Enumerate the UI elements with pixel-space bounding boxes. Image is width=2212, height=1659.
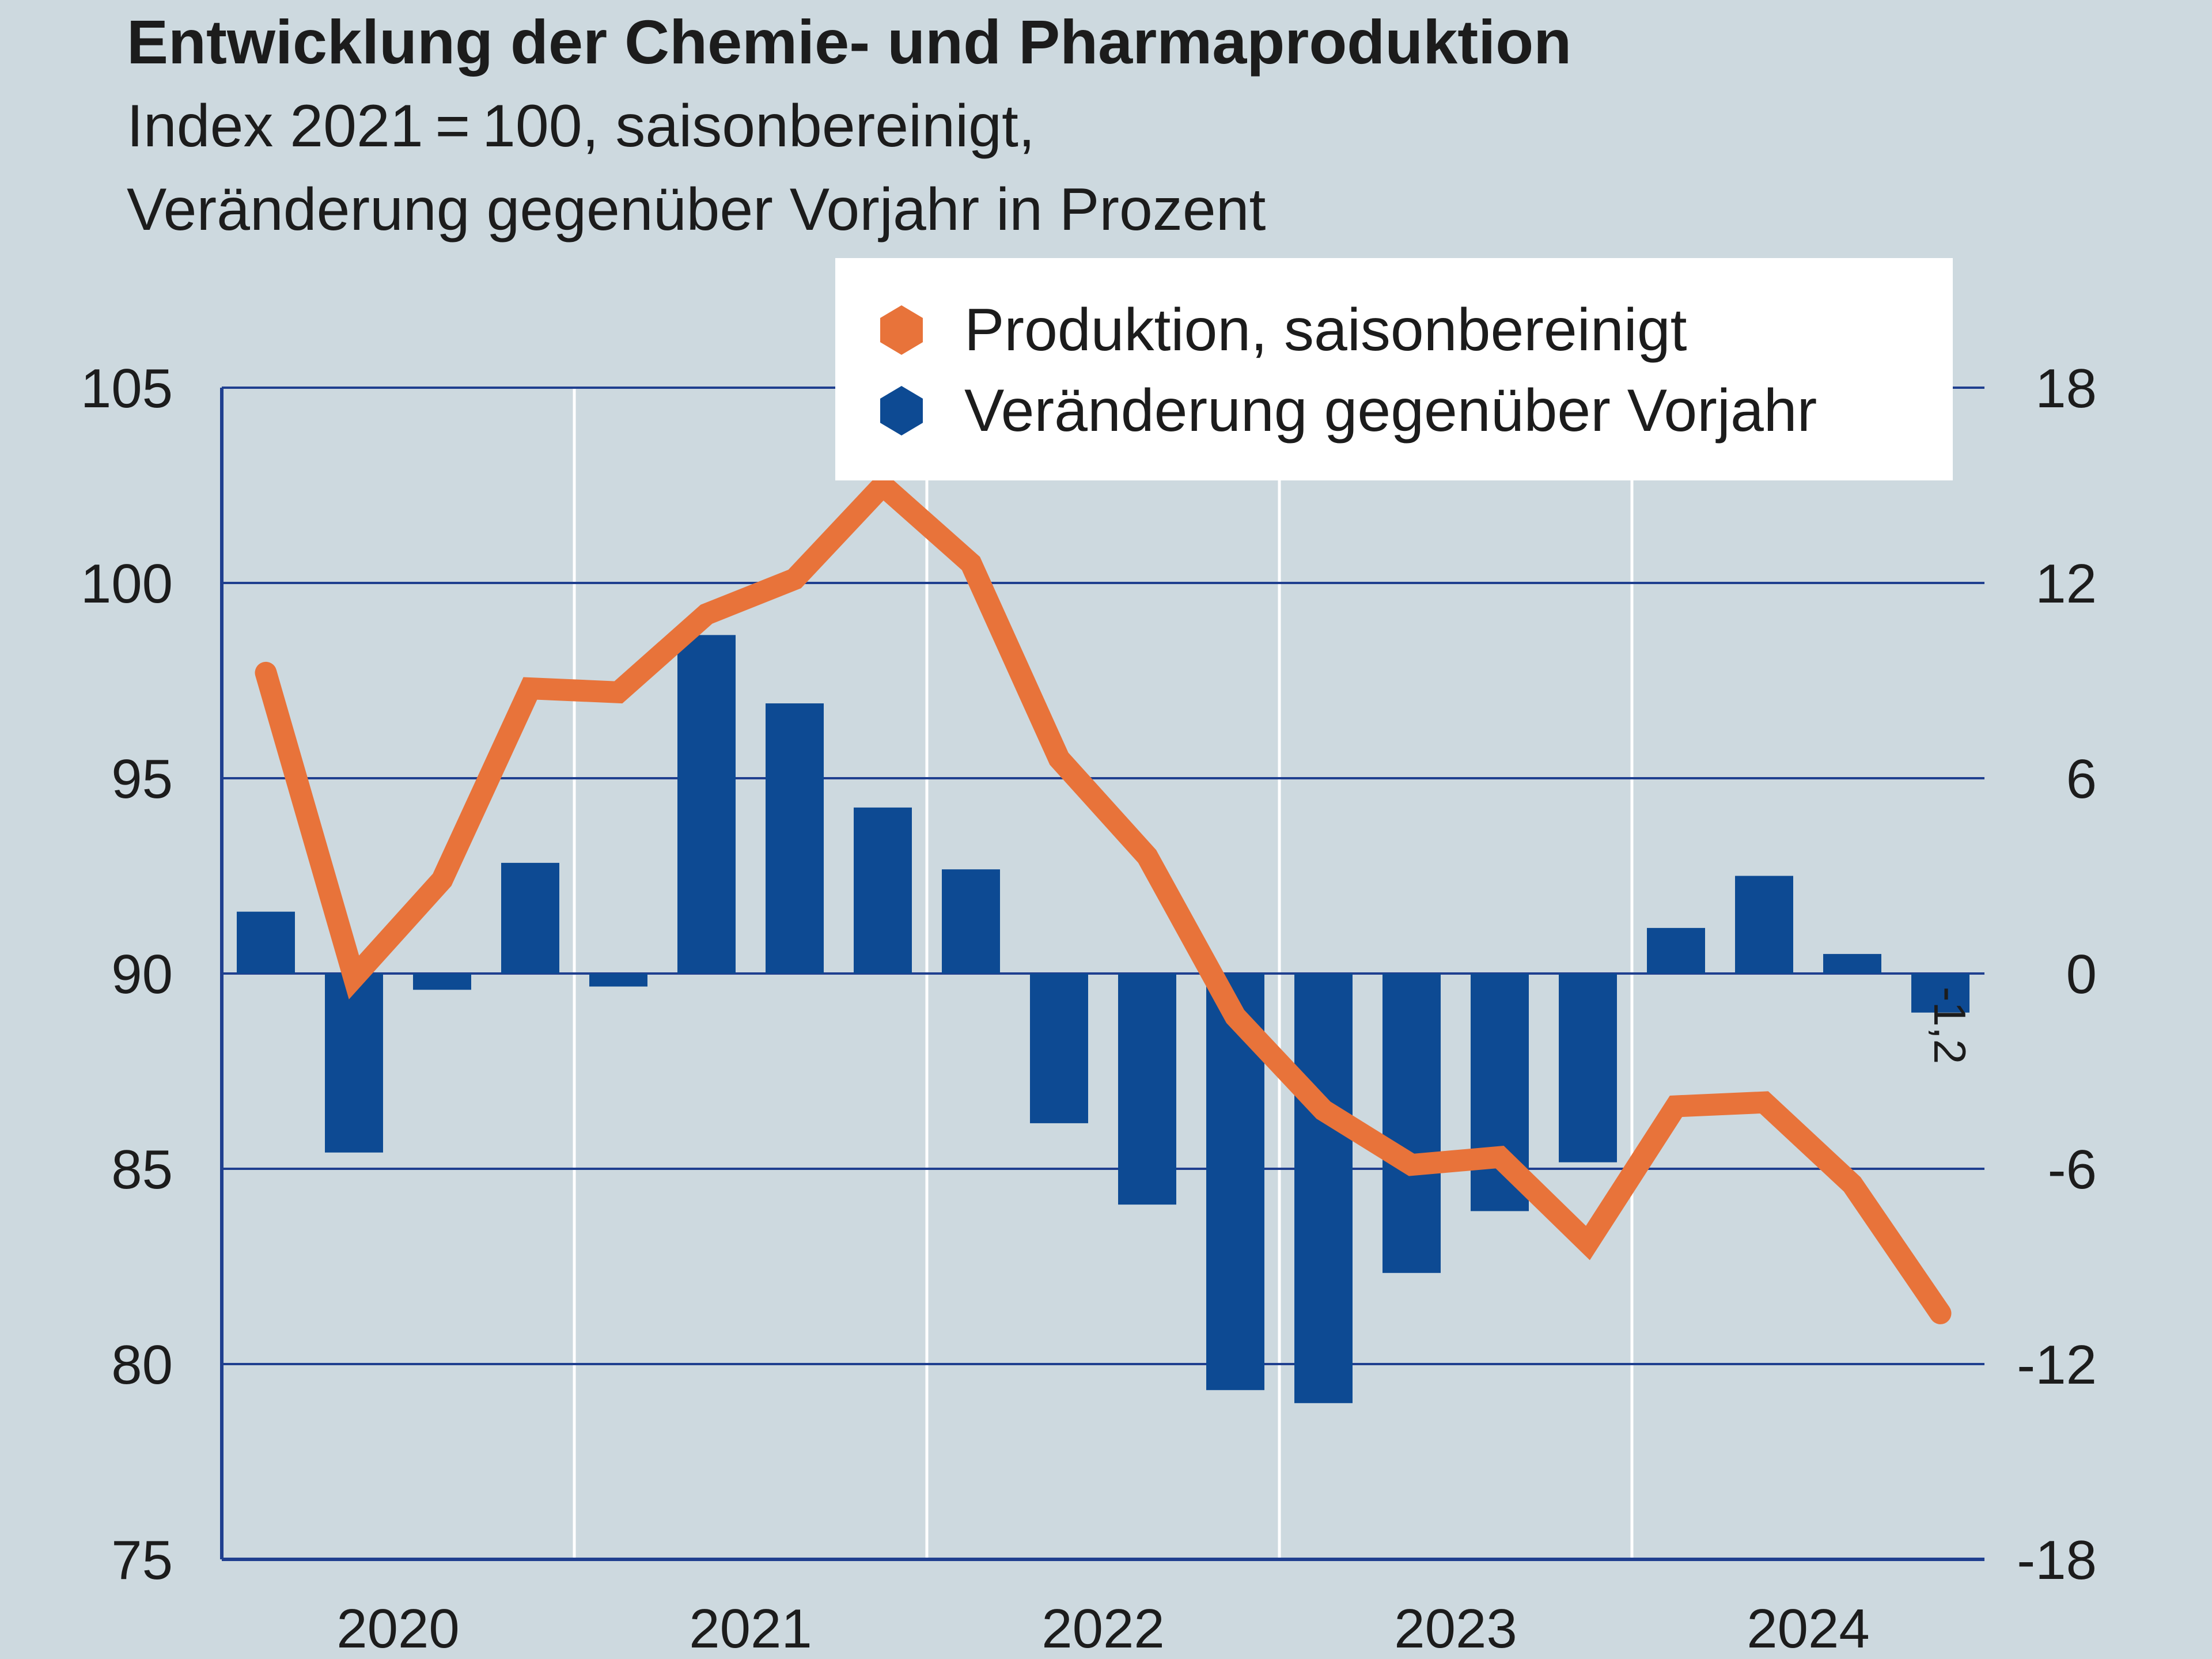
bar-value-label: -1,2 <box>1925 987 1975 1064</box>
legend-item-change: Veränderung gegenüber Vorjahr <box>876 373 1817 448</box>
y-left-tick-label: 90 <box>111 944 173 1005</box>
y-right-tick-label: 0 <box>2066 944 2097 1005</box>
bar-change <box>501 862 559 974</box>
y-right-tick-label: 18 <box>2035 358 2097 419</box>
bar-change <box>413 974 471 990</box>
bar-change <box>237 911 295 974</box>
legend-label-production: Produktion, saisonbereinigt <box>964 296 1687 363</box>
y-left-tick-label: 75 <box>111 1529 173 1591</box>
bar-change <box>942 869 1000 974</box>
bar-change <box>1294 974 1353 1403</box>
y-right-tick-label: 12 <box>2035 553 2097 615</box>
bar-change <box>1559 974 1617 1162</box>
legend-label-change: Veränderung gegenüber Vorjahr <box>964 377 1817 444</box>
y-right-tick-label: -6 <box>2048 1139 2097 1200</box>
y-right-tick-label: -12 <box>2017 1334 2097 1396</box>
hexagon-orange-icon <box>880 305 923 355</box>
bar-change <box>1382 974 1441 1273</box>
production-line <box>255 470 1952 1324</box>
y-left-tick-label: 105 <box>81 358 173 419</box>
bar-change <box>325 974 383 1153</box>
bar-change <box>1823 954 1881 974</box>
y-right-tick-label: 6 <box>2066 748 2097 810</box>
bar-change <box>1030 974 1088 1123</box>
bar-change <box>1735 876 1793 974</box>
bar-change <box>1911 974 1969 1013</box>
y-left-tick-label: 85 <box>111 1139 173 1200</box>
bar-change <box>1647 927 1705 974</box>
bar-change <box>589 974 647 987</box>
y-left-tick-label: 80 <box>111 1334 173 1396</box>
chart-title: Entwicklung der Chemie- und Pharmaproduk… <box>127 7 1572 77</box>
bar-change <box>1118 974 1176 1205</box>
chart-subtitle-line-2: Veränderung gegenüber Vorjahr in Prozent <box>127 176 1266 243</box>
x-tick-label: 2021 <box>689 1598 812 1659</box>
chart-subtitle-line-1: Index 2021 = 100, saisonbereinigt, <box>127 93 1035 160</box>
bar-change <box>677 635 736 974</box>
legend: Produktion, saisonbereinigt Veränderung … <box>835 258 1953 480</box>
x-tick-label: 2023 <box>1394 1598 1517 1659</box>
y-left-tick-label: 100 <box>81 553 173 615</box>
x-tick-label: 2020 <box>336 1598 460 1659</box>
hexagon-blue-icon <box>880 386 923 435</box>
bar-change <box>766 703 824 974</box>
y-right-tick-label: -18 <box>2017 1529 2097 1591</box>
x-tick-label: 2022 <box>1041 1598 1165 1659</box>
x-tick-label: 2024 <box>1747 1598 1870 1659</box>
legend-item-production: Produktion, saisonbereinigt <box>876 293 1687 368</box>
bar-change <box>854 807 912 974</box>
y-left-tick-label: 95 <box>111 748 173 810</box>
